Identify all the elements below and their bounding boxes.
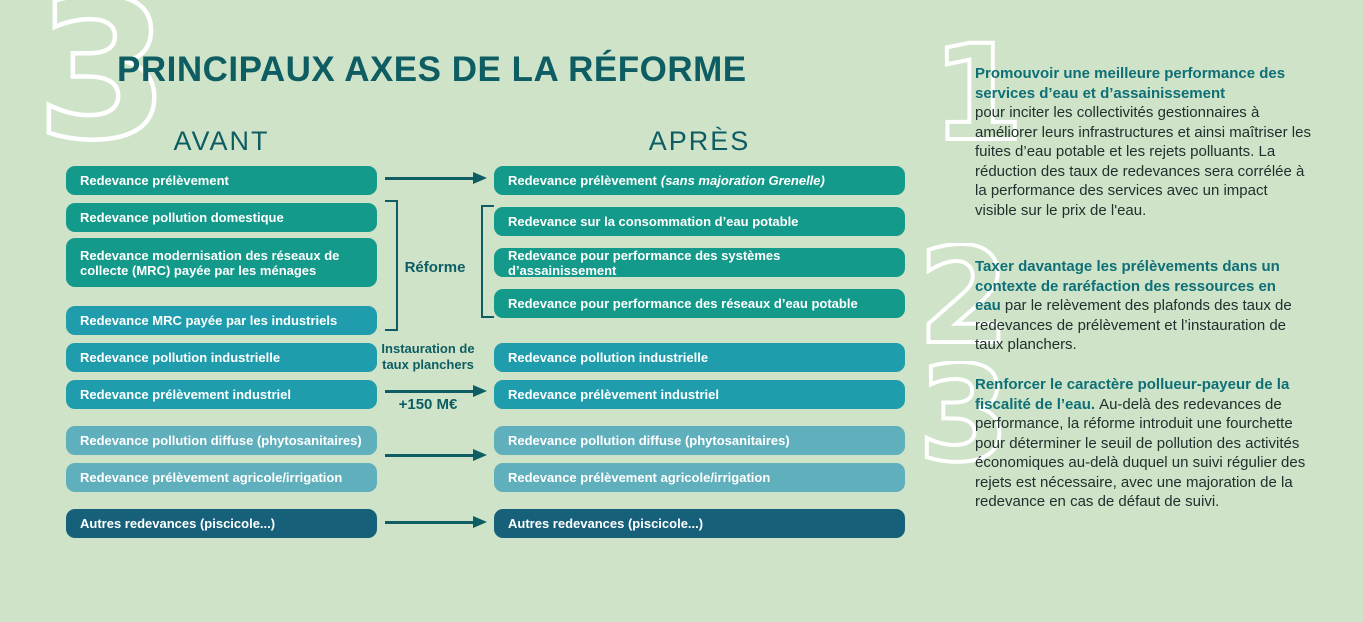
pill-avant-mrc-menages: Redevance modernisation des réseaux de c… (66, 238, 377, 287)
amount-150-label: +150 M€ (398, 396, 458, 413)
point-2-paragraph: Taxer davantage les prélèvements dans un… (975, 257, 1313, 355)
column-header-apres: APRÈS (648, 126, 751, 156)
pill-label: Redevance pour performance des systèmes … (508, 247, 781, 278)
pill-avant-pollution-industrielle: Redevance pollution industrielle (66, 343, 377, 372)
pill-label: Redevance pollution domestique (80, 210, 284, 225)
bracket-apres-group (481, 205, 494, 318)
pill-label: Redevance prélèvement industriel (508, 387, 719, 402)
pill-apres-prelevement-industriel: Redevance prélèvement industriel (494, 380, 905, 409)
pill-apres-autres-redevances: Autres redevances (piscicole...) (494, 509, 905, 538)
pill-apres-pollution-diffuse: Redevance pollution diffuse (phytosanita… (494, 426, 905, 455)
pill-label: Redevance modernisation des réseaux de c… (80, 247, 340, 278)
pill-apres-performance-assainissement: Redevance pour performance des systèmes … (494, 247, 905, 278)
bracket-avant-group (385, 200, 398, 331)
page-title: PRINCIPAUX AXES DE LA RÉFORME (117, 50, 747, 89)
arrow-prelevement-icon (385, 172, 487, 184)
pill-label: Autres redevances (piscicole...) (508, 516, 704, 531)
instauration-taux-planchers-label: Instauration de taux planchers (381, 341, 475, 372)
point-1-body: pour inciter les collectivités gestionna… (975, 104, 1311, 219)
pill-apres-consommation-eau: Redevance sur la consommation d’eau pota… (494, 207, 905, 236)
pill-apres-prelevement: Redevance prélèvement (sans majoration Gr… (494, 166, 905, 195)
arrow-industriel-icon (385, 385, 487, 397)
pill-label: Redevance prélèvement (508, 173, 657, 188)
pill-avant-autres-redevances: Autres redevances (piscicole...) (66, 509, 377, 538)
pill-label: Redevance pollution industrielle (508, 350, 709, 365)
pill-apres-prelevement-agricole: Redevance prélèvement agricole/irrigatio… (494, 463, 905, 492)
pill-label: Redevance sur la consommation d’eau pota… (508, 214, 799, 229)
pill-avant-pollution-diffuse: Redevance pollution diffuse (phytosanita… (66, 426, 377, 455)
point-1-paragraph: Promouvoir une meilleure performance des… (975, 64, 1313, 220)
pill-label: Redevance pollution industrielle (80, 350, 281, 365)
pill-avant-prelevement-industriel: Redevance prélèvement industriel (66, 380, 377, 409)
pill-avant-pollution-domestique: Redevance pollution domestique (66, 203, 377, 232)
reforme-label: Réforme (404, 259, 466, 276)
arrow-autres-icon (385, 516, 487, 528)
pill-label: Redevance MRC payée par les industriels (80, 313, 338, 328)
point-3-paragraph: Renforcer le caractère pollueur-payeur d… (975, 375, 1313, 512)
point-2-body: par le relèvement des plafonds des taux … (975, 297, 1292, 353)
column-header-avant: AVANT (173, 126, 270, 156)
pill-label: Redevance prélèvement agricole/irrigatio… (508, 470, 771, 485)
arrow-agricole-icon (385, 449, 487, 461)
point-3-body: Au-delà des redevances de performance, l… (975, 395, 1306, 511)
pill-avant-prelevement: Redevance prélèvement (66, 166, 377, 195)
pill-label-italic: (sans majoration Grenelle) (660, 173, 825, 188)
pill-label: Redevance prélèvement industriel (80, 387, 291, 402)
pill-label: Redevance prélèvement agricole/irrigatio… (80, 470, 343, 485)
pill-label: Redevance pollution diffuse (phytosanita… (80, 433, 362, 448)
pill-apres-pollution-industrielle: Redevance pollution industrielle (494, 343, 905, 372)
point-3-lead: Renforcer le caractère pollueur-payeur d… (975, 376, 1290, 413)
pill-label: Autres redevances (piscicole...) (80, 516, 276, 531)
pill-label: Redevance pollution diffuse (phytosanita… (508, 433, 790, 448)
pill-label: Redevance prélèvement (80, 173, 229, 188)
point-1-lead: Promouvoir une meilleure performance des… (975, 65, 1286, 102)
pill-avant-prelevement-agricole: Redevance prélèvement agricole/irrigatio… (66, 463, 377, 492)
pill-apres-performance-reseaux: Redevance pour performance des réseaux d… (494, 289, 905, 318)
pill-label: Redevance pour performance des réseaux d… (508, 296, 858, 311)
pill-avant-mrc-industriels: Redevance MRC payée par les industriels (66, 306, 377, 335)
point-2-lead: Taxer davantage les prélèvements dans un… (975, 258, 1280, 314)
